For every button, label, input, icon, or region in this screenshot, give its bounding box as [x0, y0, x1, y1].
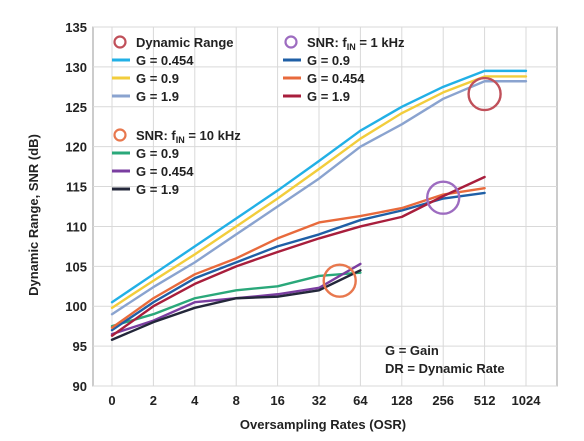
- highlight-circle-0: [467, 76, 502, 112]
- series-line-0: [110, 69, 528, 304]
- y-tick-label: 95: [73, 339, 87, 354]
- legend-group-title-2: SNR: fIN = 1 kHz: [307, 35, 405, 52]
- series-line-2: [110, 80, 528, 316]
- x-tick-labels: 0 2 4 8 16 32 64 128 256 512 1024: [108, 393, 541, 408]
- series-layer: [110, 69, 528, 341]
- x-tick-label: 2: [150, 393, 157, 408]
- y-tick-label: 115: [66, 180, 87, 195]
- legend-group-title-0: Dynamic Range: [136, 35, 234, 50]
- x-tick-label: 256: [432, 393, 454, 408]
- legend-group-marker-1: [113, 128, 127, 142]
- series-line-8: [110, 175, 486, 337]
- y-tick-label: 135: [65, 20, 87, 35]
- y-tick-label: 125: [65, 100, 87, 115]
- series-line-3: [110, 271, 362, 328]
- grid: [93, 26, 557, 387]
- x-tick-label: 32: [312, 393, 326, 408]
- y-tick-label: 110: [66, 219, 87, 234]
- y-tick-label: 100: [65, 299, 87, 314]
- plot-area: [92, 26, 558, 387]
- legend-group-marker-2: [284, 35, 298, 49]
- legend-entry-6: G = 0.9: [307, 53, 350, 68]
- legend-group-title-1: SNR: fIN = 10 kHz: [136, 128, 241, 145]
- series-line-5: [110, 269, 362, 341]
- note-gain: G = Gain: [385, 343, 439, 358]
- x-tick-label: 8: [233, 393, 240, 408]
- highlight-circles: [322, 76, 502, 298]
- x-tick-label: 16: [270, 393, 284, 408]
- legend-entry-3: G = 0.9: [136, 146, 179, 161]
- x-axis-title: Oversampling Rates (OSR): [240, 417, 406, 432]
- legend-entry-1: G = 0.9: [136, 71, 179, 86]
- x-tick-label: 4: [191, 393, 199, 408]
- y-tick-label: 105: [65, 259, 87, 274]
- x-tick-label: 1024: [512, 393, 542, 408]
- legend-entry-0: G = 0.454: [136, 53, 194, 68]
- series-line-7: [110, 186, 486, 329]
- highlight-circle-2: [322, 263, 357, 298]
- legend-entry-2: G = 1.9: [136, 89, 179, 104]
- highlight-circle-1: [426, 180, 461, 215]
- y-tick-labels: 90 95 100 105 110 115 120 125 130 135: [65, 20, 87, 394]
- x-tick-label: 64: [353, 393, 368, 408]
- legend-entry-8: G = 1.9: [307, 89, 350, 104]
- y-tick-label: 90: [73, 379, 87, 394]
- y-tick-label: 130: [65, 60, 87, 75]
- legend-entry-5: G = 1.9: [136, 182, 179, 197]
- y-tick-label: 120: [65, 140, 87, 155]
- series-line-6: [110, 191, 486, 332]
- note-dynamic-rate: DR = Dynamic Rate: [385, 361, 505, 376]
- legend: Dynamic Range G = 0.454 G = 0.9 G = 1.9 SNR:…: [112, 35, 405, 197]
- x-tick-label: 0: [108, 393, 115, 408]
- legend-group-marker-0: [113, 35, 127, 49]
- x-tick-label: 128: [391, 393, 413, 408]
- x-tick-label: 512: [474, 393, 496, 408]
- y-axis-title: Dynamic Range, SNR (dB): [26, 134, 41, 296]
- series-line-1: [110, 75, 528, 310]
- legend-entry-7: G = 0.454: [307, 71, 365, 86]
- legend-entry-4: G = 0.454: [136, 164, 194, 179]
